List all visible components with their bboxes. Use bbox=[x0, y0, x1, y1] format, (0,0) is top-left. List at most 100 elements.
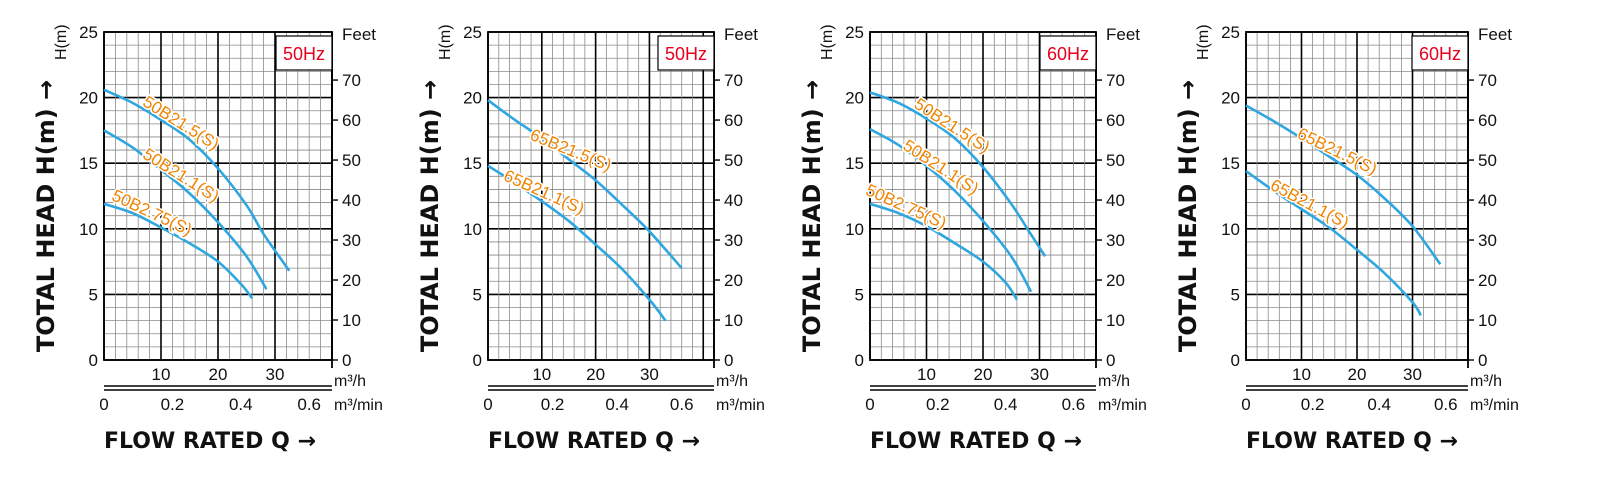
feet-unit-label: Feet bbox=[1106, 25, 1140, 44]
x-tick-label-m3h: 10 bbox=[917, 365, 936, 384]
frequency-label: 60Hz bbox=[1047, 44, 1089, 64]
feet-tick-label: 50 bbox=[724, 151, 743, 170]
feet-tick-label: 50 bbox=[1106, 151, 1125, 170]
x-tick-label-m3h: 20 bbox=[586, 365, 605, 384]
feet-tick-label: 20 bbox=[724, 271, 743, 290]
x-tick-label-m3min: 0.2 bbox=[541, 395, 565, 414]
y-tick-label: 25 bbox=[79, 23, 98, 42]
curve-50B21.1(S) bbox=[869, 127, 1033, 293]
y-axis-title: TOTAL HEAD H(m) → bbox=[798, 80, 826, 352]
y-tick-label: 20 bbox=[845, 89, 864, 108]
curve-65B21.1(S) bbox=[1245, 170, 1422, 317]
y-unit-label: H(m) bbox=[819, 24, 836, 60]
x-tick-label-m3min: 0.2 bbox=[161, 395, 185, 414]
feet-tick-label: 30 bbox=[342, 231, 361, 250]
x-tick-label-m3min: 0.2 bbox=[1301, 395, 1325, 414]
feet-tick-label: 40 bbox=[1478, 191, 1497, 210]
x-tick-label-m3min: 0 bbox=[483, 395, 492, 414]
feet-tick-label: 70 bbox=[1478, 71, 1497, 90]
x-tick-label-m3min: 0 bbox=[865, 395, 874, 414]
frequency-label: 60Hz bbox=[1419, 44, 1461, 64]
y-unit-label: H(m) bbox=[1195, 24, 1212, 60]
feet-tick-label: 30 bbox=[1106, 231, 1125, 250]
pump-chart-1: 0 5 10 15 20 25 0 10 20 30 40 50 60 70 Feet 10 20 30 m³/h 0… bbox=[32, 23, 383, 454]
x-tick-label-m3h: 20 bbox=[1348, 365, 1367, 384]
x-unit-m3h: m³/h bbox=[1098, 373, 1130, 390]
x-unit-m3h: m³/h bbox=[716, 373, 748, 390]
feet-tick-label: 70 bbox=[724, 71, 743, 90]
curve-50B21.1(S) bbox=[103, 129, 268, 290]
feet-tick-label: 40 bbox=[724, 191, 743, 210]
feet-tick-label: 10 bbox=[724, 311, 743, 330]
x-tick-label-m3h: 20 bbox=[974, 365, 993, 384]
frequency-box bbox=[1039, 35, 1097, 71]
x-tick-label-m3min: 0.6 bbox=[297, 395, 321, 414]
x-tick-label-m3h: 30 bbox=[640, 365, 659, 384]
feet-tick-label: 60 bbox=[342, 111, 361, 130]
y-tick-label: 5 bbox=[89, 285, 98, 304]
curve-50B2.75(S) bbox=[869, 202, 1019, 301]
feet-tick-label: 10 bbox=[1478, 311, 1497, 330]
feet-tick-label: 20 bbox=[1106, 271, 1125, 290]
x-unit-m3min: m³/min bbox=[716, 397, 765, 414]
curve-65B21.5(S) bbox=[487, 99, 683, 270]
y-tick-label: 10 bbox=[463, 220, 482, 239]
y-tick-label: 0 bbox=[89, 351, 98, 370]
y-tick-label: 15 bbox=[463, 154, 482, 173]
x-tick-label-m3min: 0.6 bbox=[1062, 395, 1086, 414]
y-tick-label: 20 bbox=[1221, 89, 1240, 108]
x-tick-label-m3min: 0 bbox=[1241, 395, 1250, 414]
y-tick-label: 15 bbox=[845, 154, 864, 173]
pump-chart-4: 0 5 10 15 20 25 0 10 20 30 40 50 60 70 Feet 10 20 30 m³/h 0… bbox=[1174, 23, 1519, 454]
curve-label: 50B21.5(S) bbox=[140, 92, 223, 154]
y-tick-label: 0 bbox=[855, 351, 864, 370]
frequency-box bbox=[275, 35, 333, 71]
feet-tick-label: 10 bbox=[342, 311, 361, 330]
feet-tick-label: 60 bbox=[1478, 111, 1497, 130]
curve-label: 65B21.5(S) bbox=[1294, 124, 1380, 179]
y-tick-label: 0 bbox=[473, 351, 482, 370]
feet-tick-label: 40 bbox=[1106, 191, 1125, 210]
x-unit-m3min: m³/min bbox=[334, 397, 383, 414]
x-tick-label-m3min: 0.2 bbox=[926, 395, 950, 414]
feet-tick-label: 30 bbox=[724, 231, 743, 250]
y-tick-label: 15 bbox=[1221, 154, 1240, 173]
feet-tick-label: 20 bbox=[342, 271, 361, 290]
x-unit-m3h: m³/h bbox=[334, 373, 366, 390]
x-tick-label-m3h: 10 bbox=[1292, 365, 1311, 384]
feet-tick-label: 20 bbox=[1478, 271, 1497, 290]
feet-tick-label: 60 bbox=[724, 111, 743, 130]
y-tick-label: 5 bbox=[473, 285, 482, 304]
frequency-box bbox=[1411, 35, 1469, 71]
grid bbox=[487, 31, 715, 361]
y-tick-label: 20 bbox=[463, 89, 482, 108]
curve-label: 50B2.75(S) bbox=[109, 186, 195, 240]
y-tick-label: 10 bbox=[1221, 220, 1240, 239]
feet-tick-label: 30 bbox=[1478, 231, 1497, 250]
feet-tick-label: 0 bbox=[724, 351, 733, 370]
feet-tick-label: 70 bbox=[1106, 71, 1125, 90]
x-unit-m3min: m³/min bbox=[1470, 397, 1519, 414]
x-tick-label-m3min: 0.4 bbox=[1367, 395, 1391, 414]
y-unit-label: H(m) bbox=[437, 24, 454, 60]
feet-tick-label: 0 bbox=[342, 351, 351, 370]
x-axis-title: FLOW RATED Q → bbox=[104, 429, 316, 454]
y-tick-label: 25 bbox=[1221, 23, 1240, 42]
plot-frame bbox=[487, 31, 715, 361]
feet-tick-label: 40 bbox=[342, 191, 361, 210]
curve-65B21.5(S) bbox=[1245, 104, 1442, 265]
x-tick-label-m3min: 0.6 bbox=[1434, 395, 1458, 414]
frequency-box bbox=[657, 35, 715, 71]
frequency-label: 50Hz bbox=[665, 44, 707, 64]
curve-50B2.75(S) bbox=[103, 202, 254, 300]
x-axis-title: FLOW RATED Q → bbox=[1246, 429, 1458, 454]
y-tick-label: 10 bbox=[845, 220, 864, 239]
feet-unit-label: Feet bbox=[724, 25, 758, 44]
x-axis-title: FLOW RATED Q → bbox=[870, 429, 1082, 454]
y-tick-label: 15 bbox=[79, 154, 98, 173]
y-tick-label: 25 bbox=[463, 23, 482, 42]
x-tick-label-m3min: 0.6 bbox=[670, 395, 694, 414]
curve-50B21.5(S) bbox=[103, 88, 291, 272]
feet-unit-label: Feet bbox=[342, 25, 376, 44]
